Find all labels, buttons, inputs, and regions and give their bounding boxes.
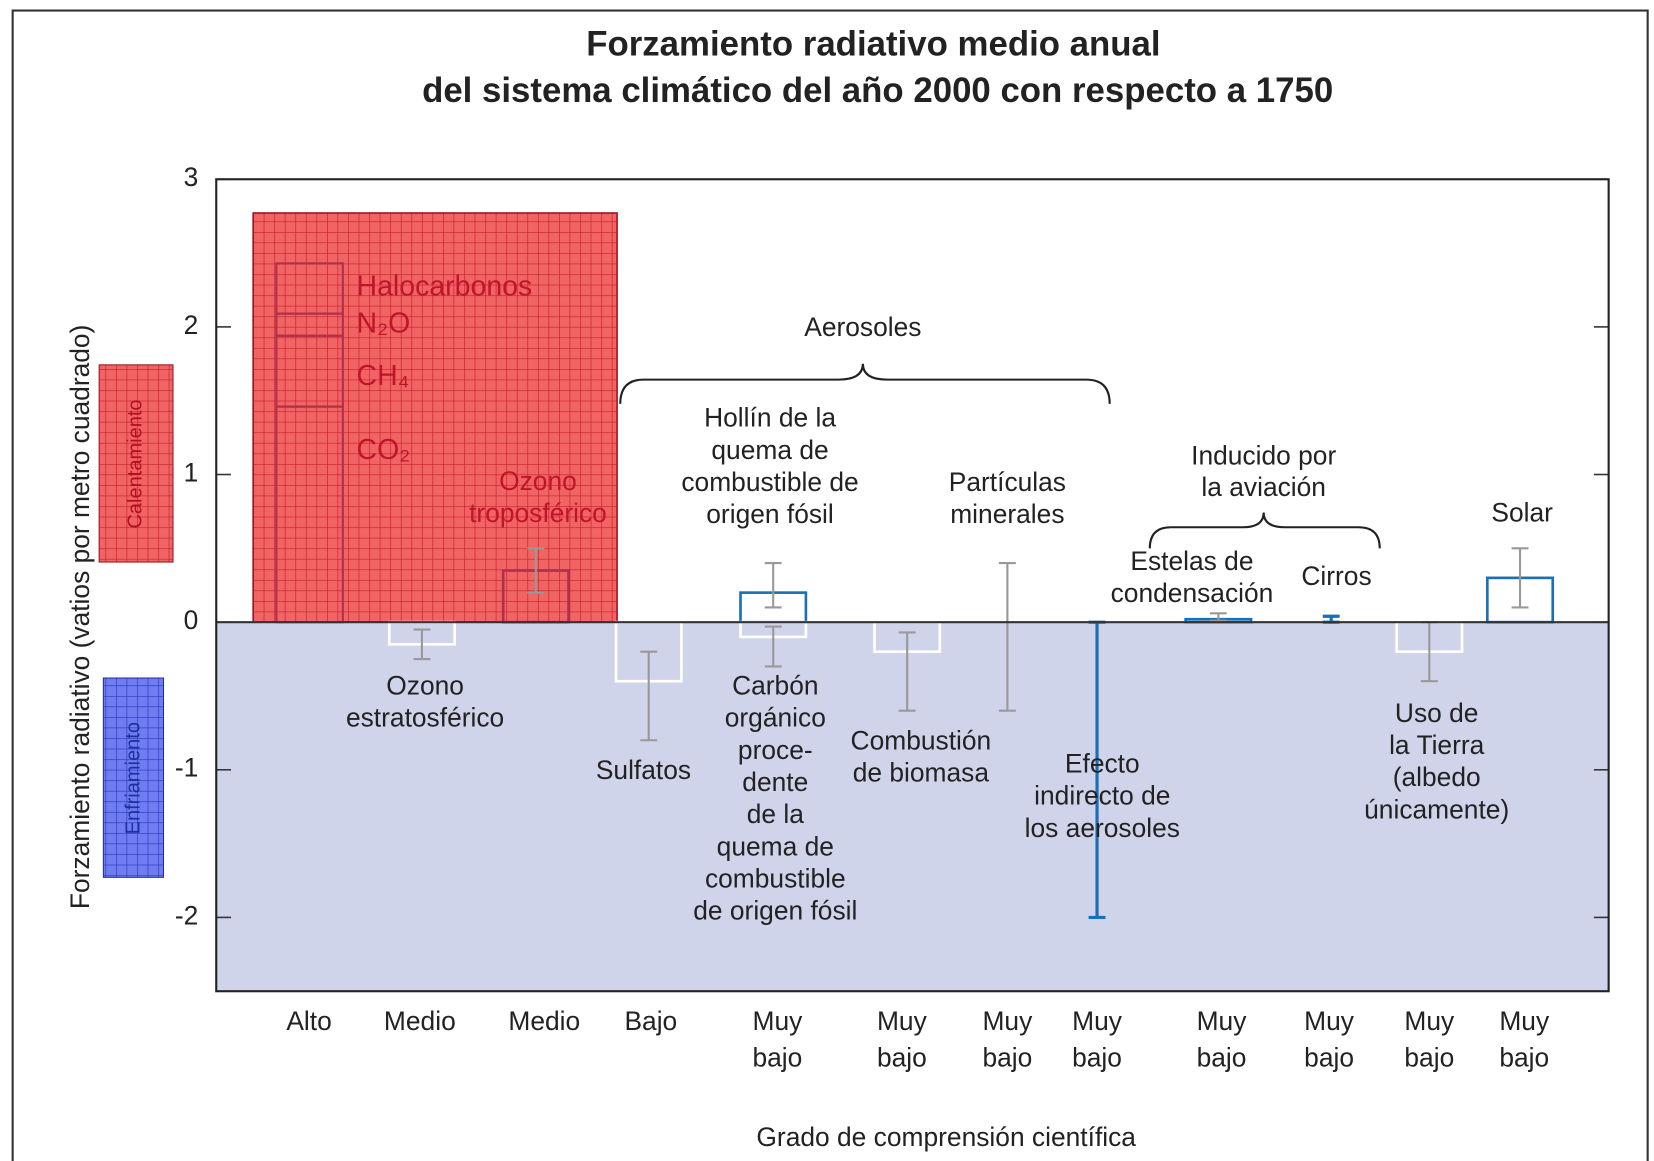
understanding-label: Bajo [624, 1006, 677, 1036]
understanding-label: bajo [1072, 1043, 1122, 1073]
understanding-label: bajo [1404, 1043, 1454, 1073]
understanding-label: bajo [752, 1043, 802, 1073]
understanding-label: Muy [1072, 1006, 1123, 1036]
agent-label: proce- [738, 735, 813, 765]
agent-label: Sulfatos [596, 755, 691, 785]
agent-label: combustible [705, 863, 846, 893]
agent-label: Uso de [1395, 698, 1479, 728]
agent-label: Efecto [1065, 749, 1140, 779]
agent-label: combustible de [681, 467, 858, 497]
error-bar [527, 547, 545, 594]
agent-label: minerales [950, 499, 1064, 529]
understanding-label: bajo [1197, 1043, 1247, 1073]
greenhouse-highlight [252, 212, 618, 623]
agent-label: orgánico [725, 703, 826, 733]
agent-label: la Tierra [1389, 730, 1485, 760]
error-bar [764, 562, 782, 609]
agent-label: Ozono [499, 466, 577, 496]
error-bar [413, 628, 431, 661]
error-bar [998, 562, 1016, 712]
group-label: Inducido por [1191, 441, 1336, 471]
understanding-label: Muy [1404, 1006, 1455, 1036]
understanding-label: bajo [877, 1043, 927, 1073]
agent-label: Solar [1491, 498, 1553, 528]
error-bar [640, 650, 658, 742]
agent-label: de biomasa [853, 757, 990, 787]
agent-label: quema de [711, 435, 828, 465]
understanding-label: Medio [508, 1006, 580, 1036]
cooling-label: Enfriamiento [122, 722, 144, 834]
plot-frame [215, 178, 1610, 993]
understanding-label: Muy [1304, 1006, 1355, 1036]
warming-label: Calentamiento [124, 399, 146, 528]
agent-label: únicamente) [1364, 794, 1509, 824]
chart-title: del sistema climático del año 2000 con r… [422, 71, 1333, 110]
error-bar [1511, 547, 1529, 609]
error-bar [1209, 612, 1227, 622]
agent-label: troposférico [469, 498, 607, 528]
x-axis-label: Grado de comprensión científica [756, 1122, 1136, 1152]
understanding-label: bajo [1499, 1043, 1549, 1073]
understanding-label: bajo [982, 1043, 1032, 1073]
cooling-region [216, 622, 1609, 992]
greenhouse-label: CH₄ [357, 360, 410, 392]
warming-box [98, 364, 174, 563]
error-bar [898, 631, 916, 712]
error-bar [764, 625, 782, 668]
understanding-label: Muy [1197, 1006, 1248, 1036]
greenhouse-label: N₂O [357, 307, 411, 339]
group-label: la aviación [1201, 472, 1326, 502]
understanding-label: Medio [384, 1006, 456, 1036]
agent-label: de origen fósil [693, 896, 857, 926]
agent-label: indirecto de [1034, 781, 1170, 811]
y-axis-label: Forzamiento radiativo (vatios por metro … [65, 325, 95, 909]
greenhouse-label: CO₂ [357, 434, 411, 466]
agent-label: Estelas de [1130, 546, 1253, 576]
agent-label: Hollín de la [704, 403, 836, 433]
agent-label: Cirros [1301, 561, 1371, 591]
understanding-label: Muy [877, 1006, 928, 1036]
agent-label: Ozono [386, 671, 464, 701]
agent-label: Partículas [949, 467, 1066, 497]
understanding-label: bajo [1304, 1043, 1354, 1073]
chart-title: Forzamiento radiativo medio anual [586, 25, 1160, 64]
agent-label: estratosférico [346, 703, 504, 733]
aerosols-brace [619, 363, 1111, 404]
understanding-label: Muy [982, 1006, 1033, 1036]
agent-label: origen fósil [706, 499, 834, 529]
agent-label: los aerosoles [1025, 813, 1180, 843]
understanding-label: Alto [286, 1006, 331, 1036]
understanding-label: Muy [1499, 1006, 1550, 1036]
agent-label: de la [747, 799, 805, 829]
agent-label: dente [742, 767, 808, 797]
y-tick-label: 0 [184, 605, 199, 635]
y-tick-label: 1 [184, 457, 199, 487]
greenhouse-label: Halocarbonos [357, 270, 533, 302]
agent-label: Combustión [851, 725, 992, 755]
y-tick-label: 3 [184, 162, 199, 192]
agent-label: Carbón [732, 671, 818, 701]
cooling-box [102, 677, 165, 878]
agent-label: (albedo [1393, 762, 1481, 792]
y-tick-label: -2 [175, 900, 198, 930]
frame [11, 9, 1649, 1161]
agent-label: quema de [717, 831, 834, 861]
understanding-label: Muy [753, 1006, 804, 1036]
y-tick-label: -1 [175, 753, 198, 783]
greenhouse-segment [275, 262, 344, 315]
y-tick-label: 2 [184, 310, 199, 340]
group-label: Aerosoles [804, 312, 921, 342]
agent-label: condensación [1111, 578, 1274, 608]
